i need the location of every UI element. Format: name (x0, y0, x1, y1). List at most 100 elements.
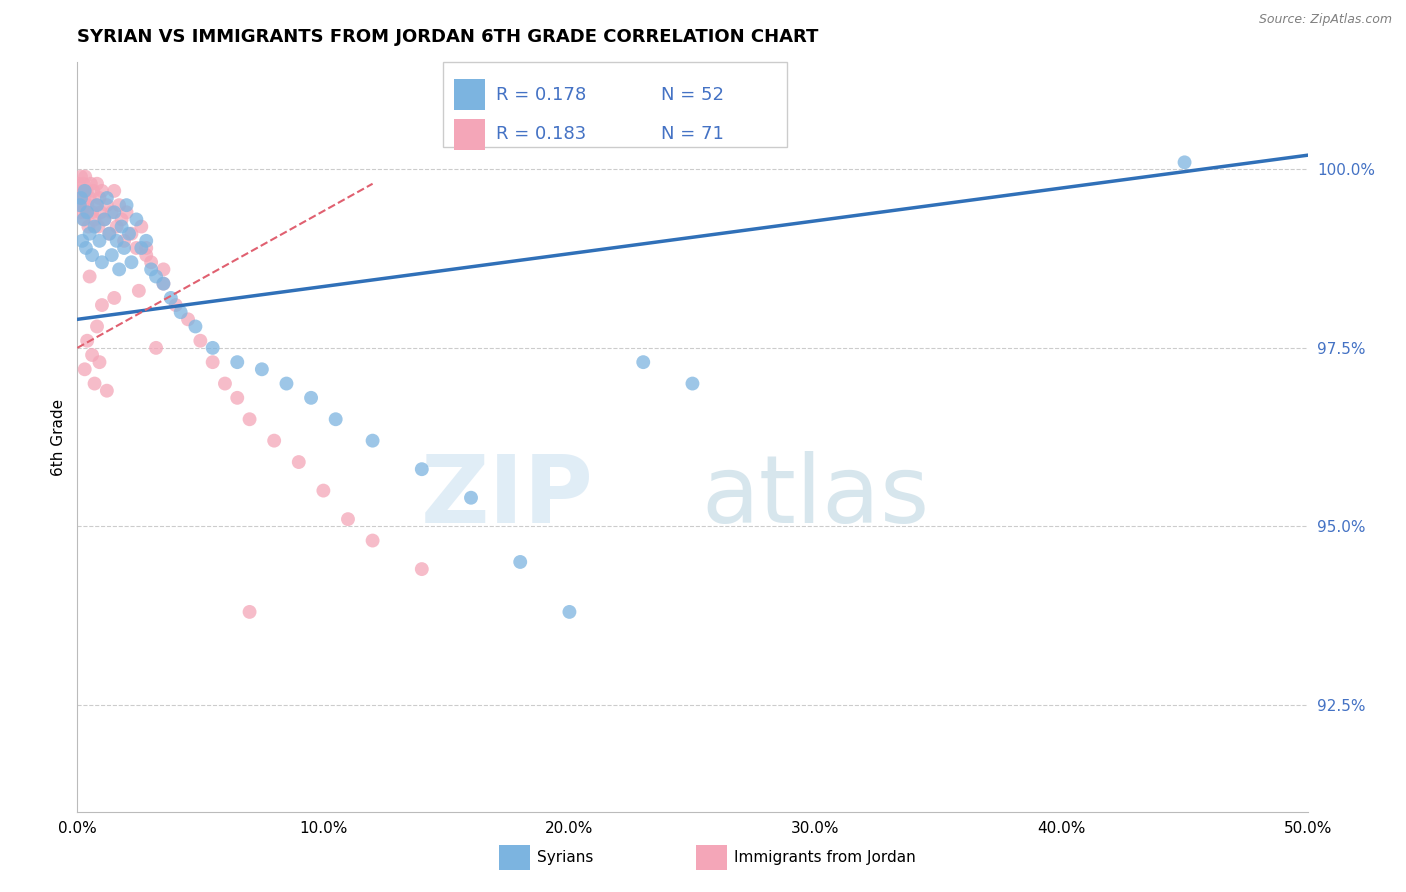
Point (361, 434, 384, 448)
Point (70, 205, 93, 219)
Point (96, 198, 118, 212)
Point (108, 198, 131, 212)
Point (160, 291, 183, 305)
Point (165, 298, 187, 312)
Point (111, 212, 132, 227)
Point (125, 241, 148, 255)
Point (299, 391, 322, 405)
Point (79, 269, 101, 284)
Point (82, 184, 104, 198)
Point (89, 355, 111, 369)
Point (70, 184, 93, 198)
Point (72, 198, 94, 212)
Point (90, 184, 114, 198)
Point (129, 219, 153, 234)
Point (83, 219, 105, 234)
Point (115, 205, 138, 219)
Point (226, 391, 249, 405)
Point (105, 219, 128, 234)
Point (226, 355, 249, 369)
Point (288, 455, 311, 469)
Point (69, 198, 91, 212)
Point (145, 269, 167, 284)
Point (152, 277, 174, 291)
Point (75, 205, 97, 219)
Point (201, 355, 224, 369)
Point (105, 234, 128, 248)
Text: SYRIAN VS IMMIGRANTS FROM JORDAN 6TH GRADE CORRELATION CHART: SYRIAN VS IMMIGRANTS FROM JORDAN 6TH GRA… (77, 28, 818, 45)
Point (111, 219, 132, 234)
Point (1174, 155, 1197, 169)
Point (152, 277, 174, 291)
Text: Immigrants from Jordan: Immigrants from Jordan (734, 850, 915, 864)
Point (108, 262, 131, 277)
Point (90, 205, 112, 219)
Point (83, 212, 105, 227)
Point (411, 462, 433, 476)
Point (70, 234, 93, 248)
Point (76, 184, 98, 198)
Point (633, 355, 655, 369)
Point (152, 262, 174, 277)
Point (80, 177, 103, 191)
Point (84, 198, 107, 212)
Point (112, 241, 135, 255)
Point (135, 234, 157, 248)
Point (135, 241, 157, 255)
Point (125, 212, 148, 227)
Text: R = 0.178: R = 0.178 (496, 86, 586, 103)
Point (90, 298, 114, 312)
Point (79, 191, 101, 205)
Point (312, 483, 335, 498)
Point (86, 198, 108, 212)
Point (72, 212, 94, 227)
Point (121, 227, 143, 241)
Point (214, 376, 236, 391)
Point (73, 184, 96, 198)
Point (239, 412, 262, 426)
Point (82, 348, 104, 362)
Point (82, 205, 104, 219)
Point (325, 412, 347, 426)
Point (509, 555, 531, 569)
Point (276, 376, 298, 391)
Point (239, 605, 262, 619)
Text: R = 0.183: R = 0.183 (496, 126, 586, 144)
Point (129, 241, 153, 255)
Point (73, 212, 96, 227)
Text: ZIP: ZIP (422, 451, 595, 543)
Text: Syrians: Syrians (537, 850, 593, 864)
Point (103, 291, 125, 305)
Text: N = 71: N = 71 (661, 126, 724, 144)
Point (93, 212, 115, 227)
Point (558, 605, 581, 619)
Y-axis label: 6th Grade: 6th Grade (51, 399, 66, 475)
Point (83, 376, 105, 391)
Point (263, 434, 285, 448)
Point (112, 234, 135, 248)
Point (79, 227, 101, 241)
Point (682, 376, 704, 391)
Point (460, 491, 482, 505)
Point (76, 334, 98, 348)
Point (101, 248, 124, 262)
Point (69, 191, 91, 205)
Point (201, 341, 224, 355)
Text: N = 52: N = 52 (661, 86, 724, 103)
Point (98, 227, 121, 241)
Point (121, 255, 143, 269)
Point (89, 191, 111, 205)
Point (141, 255, 163, 269)
Point (76, 198, 98, 212)
Point (69, 198, 91, 212)
Point (77, 219, 100, 234)
Point (73, 191, 96, 205)
Point (96, 384, 118, 398)
Point (70, 191, 93, 205)
Point (177, 312, 200, 326)
Point (89, 234, 111, 248)
Point (145, 341, 167, 355)
Point (67, 177, 90, 191)
Point (86, 319, 108, 334)
Point (184, 319, 207, 334)
